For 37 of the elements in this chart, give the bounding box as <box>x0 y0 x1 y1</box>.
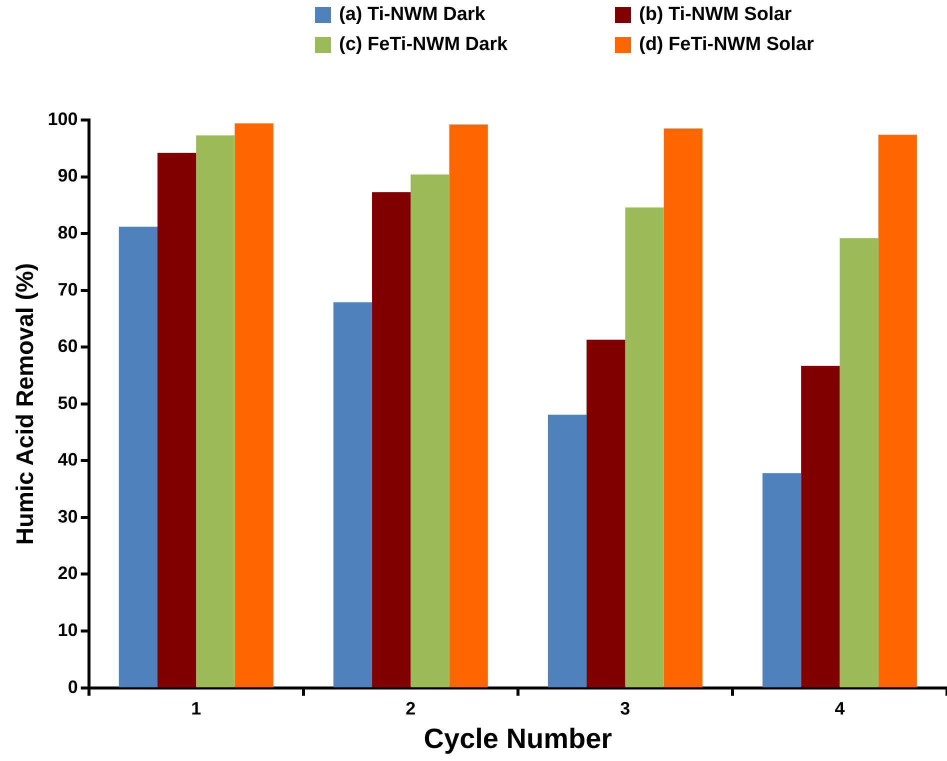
y-tick-label: 40 <box>58 450 78 470</box>
bar <box>878 134 917 688</box>
bar <box>234 123 274 688</box>
legend-label: (d) FeTi-NWM Solar <box>639 34 814 56</box>
bar <box>664 128 702 688</box>
bar <box>548 414 587 688</box>
bar <box>625 207 664 688</box>
legend-label: (b) Ti-NWM Solar <box>639 4 792 26</box>
y-tick-label: 20 <box>58 563 78 584</box>
x-tick-label: 1 <box>191 698 202 719</box>
bar <box>118 226 158 688</box>
y-tick-label: 90 <box>58 166 78 186</box>
y-tick-label: 0 <box>68 676 78 697</box>
bar <box>157 152 196 688</box>
x-axis-title: Cycle Number <box>424 722 612 754</box>
bar <box>196 135 235 688</box>
bar <box>586 340 626 688</box>
y-tick-label: 60 <box>58 336 78 356</box>
legend-label: (a) Ti-NWM Dark <box>339 4 486 26</box>
y-tick-label: 70 <box>58 279 78 300</box>
y-tick-label: 80 <box>58 222 78 243</box>
bar <box>449 124 488 688</box>
legend-label: (c) FeTi-NWM Dark <box>339 34 508 56</box>
y-tick-label: 10 <box>58 620 78 640</box>
bar <box>410 174 450 688</box>
x-tick-label: 4 <box>834 698 845 719</box>
y-tick-label: 100 <box>48 108 78 129</box>
x-tick-label: 3 <box>620 698 630 719</box>
y-tick-label: 30 <box>58 506 78 526</box>
y-tick-label: 50 <box>58 392 78 413</box>
bar <box>801 366 840 688</box>
bar <box>762 473 802 688</box>
x-tick-label: 2 <box>406 698 416 719</box>
bar <box>372 192 411 688</box>
y-axis-title: Humic Acid Removal (%) <box>12 262 40 545</box>
bar <box>840 238 878 688</box>
bar <box>333 302 372 688</box>
